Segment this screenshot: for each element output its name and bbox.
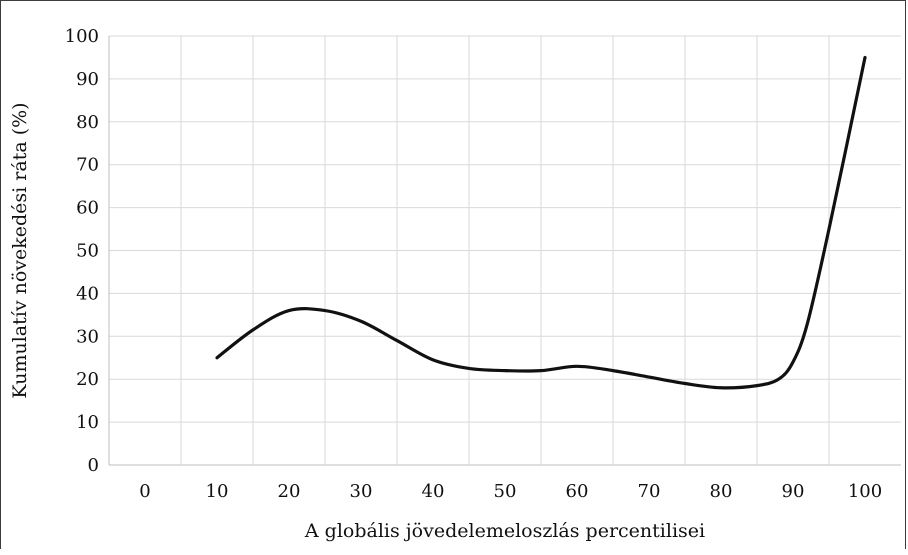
data-series bbox=[215, 55, 867, 390]
y-tick-label: 100 bbox=[65, 26, 99, 47]
y-tick-label: 30 bbox=[76, 326, 99, 347]
x-tick-label: 0 bbox=[139, 481, 150, 502]
y-axis-label: Kumulatív növekedési ráta (%) bbox=[9, 102, 31, 398]
y-tick-label: 20 bbox=[76, 369, 99, 390]
gridlines bbox=[109, 35, 901, 465]
y-tick-label: 40 bbox=[76, 283, 99, 304]
series-line bbox=[215, 55, 867, 390]
y-tick-label: 90 bbox=[76, 69, 99, 90]
y-tick-labels: 0 10 20 30 40 50 60 70 80 90 100 bbox=[65, 26, 99, 476]
axes bbox=[108, 36, 901, 466]
x-tick-label: 70 bbox=[638, 481, 661, 502]
y-tick-label: 60 bbox=[76, 198, 99, 219]
x-tick-label: 10 bbox=[206, 481, 229, 502]
y-tick-label: 80 bbox=[76, 112, 99, 133]
x-tick-label: 40 bbox=[422, 481, 445, 502]
y-tick-label: 70 bbox=[76, 155, 99, 176]
y-tick-label: 10 bbox=[76, 412, 99, 433]
x-tick-label: 100 bbox=[848, 481, 882, 502]
x-tick-labels: 0 10 20 30 40 50 60 70 80 90 100 bbox=[139, 481, 882, 502]
x-tick-label: 80 bbox=[710, 481, 733, 502]
x-tick-label: 20 bbox=[278, 481, 301, 502]
x-tick-label: 50 bbox=[494, 481, 517, 502]
y-tick-label: 50 bbox=[76, 241, 99, 262]
x-tick-label: 60 bbox=[566, 481, 589, 502]
x-axis-label: A globális jövedelemeloszlás percentilis… bbox=[304, 520, 705, 542]
y-tick-label: 0 bbox=[88, 455, 99, 476]
x-tick-label: 90 bbox=[782, 481, 805, 502]
x-tick-label: 30 bbox=[350, 481, 373, 502]
